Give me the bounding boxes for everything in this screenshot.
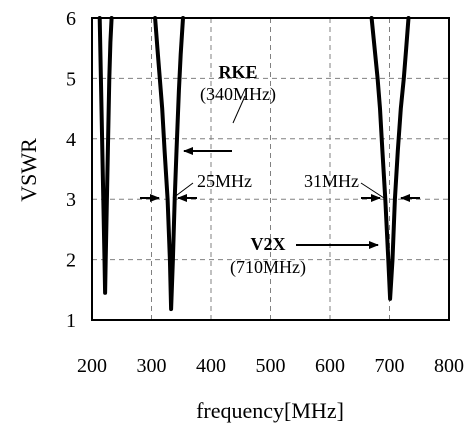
y-tick-label: 2: [66, 250, 76, 272]
y-tick-labels: 1 2 3 4 5 6: [66, 8, 76, 332]
x-tick-label: 700: [375, 355, 405, 377]
series-layer: [97, 16, 411, 312]
series-line: [153, 16, 185, 312]
x-tick-label: 200: [77, 355, 107, 377]
y-tick-label: 4: [66, 129, 76, 151]
x-tick-label: 600: [315, 355, 345, 377]
annotation-31mhz: 31MHz: [304, 171, 359, 191]
x-tick-label: 500: [256, 355, 286, 377]
annotation-v2x-label: V2X: [251, 234, 286, 254]
annotation-rke-frequency: (340MHz): [200, 84, 276, 105]
leader-line-31mhz: [360, 182, 385, 199]
y-axis-title: VSWR: [16, 138, 41, 202]
y-tick-label: 6: [66, 8, 76, 30]
y-tick-label: 3: [66, 189, 76, 211]
y-tick-label: 1: [66, 310, 76, 332]
x-axis-title: frequency[MHz]: [196, 398, 344, 423]
series-line: [369, 16, 411, 301]
x-tick-label: 300: [137, 355, 167, 377]
annotation-v2x-frequency: (710MHz): [230, 257, 306, 278]
leader-line-rke: [232, 95, 246, 124]
annotation-rke-label: RKE: [218, 62, 257, 82]
x-tick-label: 800: [434, 355, 464, 377]
x-tick-labels: 200 300 400 500 600 700 800: [77, 355, 464, 377]
x-tick-label: 400: [196, 355, 226, 377]
leader-line-25mhz: [172, 182, 194, 199]
plot-frame: [91, 17, 450, 321]
annotation-25mhz: 25MHz: [197, 171, 252, 191]
series-line: [97, 16, 114, 295]
y-tick-label: 5: [66, 68, 76, 90]
